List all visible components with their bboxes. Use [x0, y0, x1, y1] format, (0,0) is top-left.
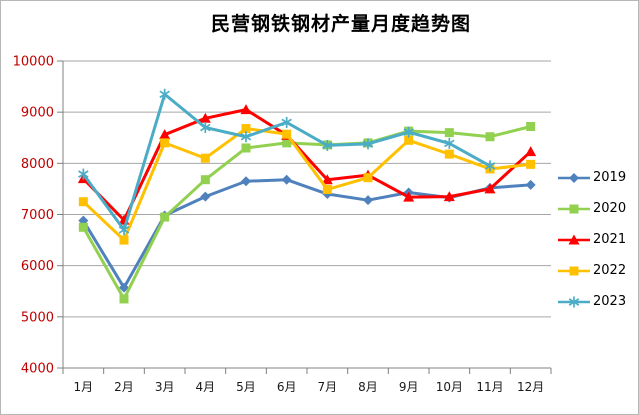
y-axis-label: 5000 — [21, 310, 54, 325]
x-axis-label: 3月 — [155, 380, 175, 394]
x-axis-label: 9月 — [399, 380, 419, 394]
marker-2020-12月 — [526, 121, 536, 131]
marker-2023-2月 — [118, 224, 130, 236]
marker-2021-7月 — [321, 174, 333, 185]
marker-2022-7月 — [322, 184, 332, 194]
marker-2019-2月 — [119, 282, 129, 293]
y-axis-label: 4000 — [21, 362, 54, 377]
series-line-2022 — [82, 127, 531, 242]
legend: 2019 2020 2021 2022 2023 — [557, 162, 626, 317]
marker-2022-4月 — [200, 153, 210, 163]
marker-2022-10月 — [444, 149, 454, 159]
x-axis-label: 10月 — [436, 380, 463, 394]
marker-2019-8月 — [363, 195, 373, 206]
marker-2020-3月 — [160, 212, 170, 222]
legend-label: 2023 — [593, 294, 627, 309]
x-axis-label: 6月 — [277, 380, 297, 394]
legend-label: 2021 — [593, 232, 627, 247]
legend-square-marker-icon — [558, 266, 590, 275]
y-axis-label: 7000 — [21, 208, 54, 223]
marker-2019-12月 — [525, 179, 536, 190]
marker-2020-4月 — [200, 175, 210, 185]
marker-2022-3月 — [160, 138, 170, 148]
legend-item-2020: 2020 — [557, 193, 626, 224]
x-axis-label: 4月 — [196, 380, 216, 394]
legend-label: 2020 — [593, 201, 627, 216]
marker-2023-7月 — [322, 139, 333, 151]
marker-2022-12月 — [526, 159, 536, 169]
marker-2021-10月 — [443, 191, 455, 202]
marker-2020-5月 — [241, 143, 251, 153]
legend-label: 2019 — [593, 170, 627, 185]
marker-2022-6月 — [282, 129, 292, 139]
marker-2020-10月 — [444, 128, 454, 138]
x-axis-label: 7月 — [318, 380, 338, 394]
series-line-2021 — [82, 108, 532, 222]
legend-item-2019: 2019 — [557, 162, 626, 193]
marker-2021-11月 — [484, 183, 496, 194]
series-line-2020 — [82, 125, 532, 301]
y-axis-label: 9000 — [21, 106, 54, 121]
x-axis-label: 1月 — [74, 380, 94, 394]
y-axis-label: 6000 — [21, 259, 54, 274]
marker-2023-8月 — [362, 138, 374, 150]
legend-marker-2019 — [569, 172, 579, 183]
marker-2023-6月 — [281, 116, 292, 128]
marker-2022-8月 — [363, 173, 373, 183]
marker-2022-9月 — [404, 135, 414, 145]
legend-marker-2022 — [569, 266, 579, 275]
legend-item-2022: 2022 — [557, 255, 626, 286]
marker-2023-1月 — [78, 168, 89, 180]
legend-item-2021: 2021 — [557, 224, 626, 255]
marker-2020-11月 — [485, 132, 495, 142]
marker-2023-9月 — [403, 126, 414, 138]
marker-2019-5月 — [241, 176, 251, 187]
marker-2023-10月 — [444, 137, 455, 149]
marker-2022-5月 — [241, 124, 251, 134]
marker-2019-6月 — [281, 174, 292, 185]
marker-2021-5月 — [240, 104, 252, 115]
x-axis-label: 8月 — [358, 380, 378, 394]
legend-item-2023: 2023 — [557, 286, 626, 317]
legend-marker-2020 — [569, 204, 579, 213]
marker-2023-4月 — [200, 122, 211, 134]
legend-diamond-marker-icon — [558, 172, 590, 183]
series-line-2019 — [82, 178, 531, 290]
legend-star-marker-icon — [558, 296, 590, 307]
y-axis-label: 10000 — [13, 55, 54, 70]
marker-2021-9月 — [403, 191, 415, 202]
x-axis-label: 2月 — [114, 380, 134, 394]
series-line-2023 — [82, 92, 491, 232]
x-axis-label: 11月 — [476, 380, 503, 394]
marker-2020-2月 — [119, 294, 129, 304]
marker-2021-3月 — [159, 129, 171, 140]
marker-2021-12月 — [525, 146, 537, 157]
marker-2023-5月 — [240, 131, 252, 143]
marker-2019-4月 — [200, 191, 211, 202]
x-axis-label: 5月 — [236, 380, 256, 394]
marker-2020-1月 — [78, 222, 88, 232]
marker-2023-11月 — [484, 160, 496, 172]
chart-title: 民营钢铁钢材产量月度趋势图 — [210, 13, 471, 35]
y-axis-label: 8000 — [21, 157, 54, 172]
legend-marker-2021 — [568, 234, 580, 244]
x-axis-label: 12月 — [517, 380, 544, 394]
marker-2022-1月 — [78, 197, 88, 207]
legend-marker-2023 — [568, 296, 580, 307]
marker-2021-4月 — [199, 112, 211, 123]
legend-triangle-marker-icon — [558, 234, 590, 244]
legend-label: 2022 — [593, 263, 627, 278]
marker-2022-2月 — [119, 235, 129, 245]
marker-2023-3月 — [159, 88, 170, 100]
legend-square-marker-icon — [558, 204, 590, 213]
marker-2020-6月 — [282, 138, 292, 148]
